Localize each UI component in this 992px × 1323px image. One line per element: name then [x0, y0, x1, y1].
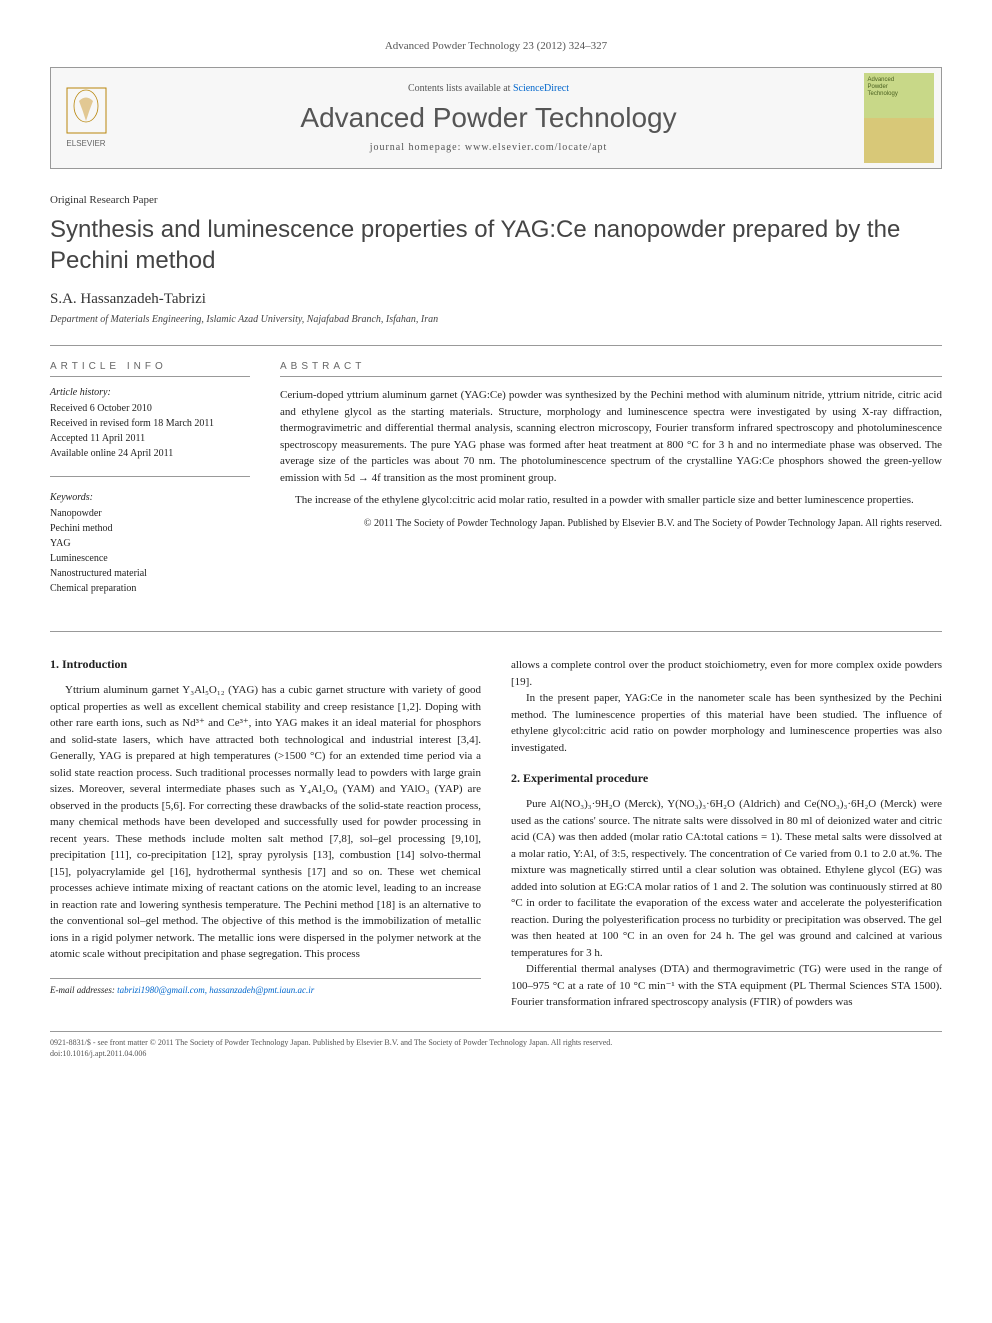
keywords-block: Keywords: Nanopowder Pechini method YAG … [50, 492, 250, 596]
footer-copyright: 0921-8831/$ - see front matter © 2011 Th… [50, 1031, 942, 1059]
info-divider [50, 476, 250, 477]
email-label: E-mail addresses: [50, 985, 117, 995]
journal-cover: Advanced Powder Technology [864, 73, 934, 163]
exp-p2: Differential thermal analyses (DTA) and … [511, 961, 942, 1011]
left-column: 1. Introduction Yttrium aluminum garnet … [50, 657, 481, 1011]
cover-text: Advanced Powder Technology [868, 77, 898, 99]
intro-p1: Yttrium aluminum garnet Y₃Al₅O₁₂ (YAG) h… [50, 682, 481, 963]
author-name: S.A. Hassanzadeh-Tabrizi [50, 291, 942, 308]
keywords-text: Nanopowder Pechini method YAG Luminescen… [50, 506, 250, 596]
journal-reference: Advanced Powder Technology 23 (2012) 324… [50, 40, 942, 52]
sciencedirect-link[interactable]: ScienceDirect [513, 83, 569, 94]
abstract-p1: Cerium-doped yttrium aluminum garnet (YA… [280, 387, 942, 486]
divider [50, 345, 942, 346]
article-history-block: Article history: Received 6 October 2010… [50, 387, 250, 461]
history-text: Received 6 October 2010 Received in revi… [50, 401, 250, 461]
info-abstract-row: ARTICLE INFO Article history: Received 6… [50, 361, 942, 611]
contents-line: Contents lists available at ScienceDirec… [141, 83, 836, 94]
doi: doi:10.1016/j.apt.2011.04.006 [50, 1048, 942, 1059]
article-info: ARTICLE INFO Article history: Received 6… [50, 361, 250, 611]
body-columns: 1. Introduction Yttrium aluminum garnet … [50, 657, 942, 1011]
article-info-heading: ARTICLE INFO [50, 361, 250, 377]
right-column: allows a complete control over the produ… [511, 657, 942, 1011]
abstract-text: Cerium-doped yttrium aluminum garnet (YA… [280, 387, 942, 531]
homepage-url[interactable]: www.elsevier.com/locate/apt [465, 142, 607, 153]
intro-text-col1: Yttrium aluminum garnet Y₃Al₅O₁₂ (YAG) h… [50, 682, 481, 963]
intro-text-col2: allows a complete control over the produ… [511, 657, 942, 756]
header-box: ELSEVIER Contents lists available at Sci… [50, 67, 942, 169]
svg-text:ELSEVIER: ELSEVIER [66, 139, 105, 148]
email-line: E-mail addresses: tabrizi1980@gmail.com,… [50, 985, 481, 995]
publisher-logo-container: ELSEVIER [51, 68, 121, 168]
experimental-heading: 2. Experimental procedure [511, 771, 942, 786]
paper-type: Original Research Paper [50, 194, 942, 206]
email-addresses[interactable]: tabrizi1980@gmail.com, hassanzadeh@pmt.i… [117, 985, 314, 995]
paper-title: Synthesis and luminescence properties of… [50, 214, 942, 276]
history-label: Article history: [50, 387, 250, 398]
intro-col2-p1: allows a complete control over the produ… [511, 657, 942, 690]
author-affiliation: Department of Materials Engineering, Isl… [50, 314, 942, 325]
exp-p1: Pure Al(NO₃)₃·9H₂O (Merck), Y(NO₃)₃·6H₂O… [511, 796, 942, 961]
homepage-label: journal homepage: [370, 142, 465, 153]
introduction-heading: 1. Introduction [50, 657, 481, 672]
contents-text: Contents lists available at [408, 83, 513, 94]
footer-copyright-text: 0921-8831/$ - see front matter © 2011 Th… [50, 1037, 942, 1048]
abstract-heading: ABSTRACT [280, 361, 942, 377]
experimental-text: Pure Al(NO₃)₃·9H₂O (Merck), Y(NO₃)₃·6H₂O… [511, 796, 942, 1011]
homepage-line: journal homepage: www.elsevier.com/locat… [141, 142, 836, 153]
keywords-label: Keywords: [50, 492, 250, 503]
abstract-p2: The increase of the ethylene glycol:citr… [280, 492, 942, 509]
intro-col2-p2: In the present paper, YAG:Ce in the nano… [511, 690, 942, 756]
elsevier-logo: ELSEVIER [59, 86, 114, 151]
abstract-copyright: © 2011 The Society of Powder Technology … [280, 517, 942, 531]
divider-2 [50, 631, 942, 632]
journal-cover-container: Advanced Powder Technology [856, 68, 941, 168]
abstract: ABSTRACT Cerium-doped yttrium aluminum g… [280, 361, 942, 611]
header-center: Contents lists available at ScienceDirec… [121, 68, 856, 168]
journal-name: Advanced Powder Technology [141, 102, 836, 134]
email-divider [50, 978, 481, 979]
